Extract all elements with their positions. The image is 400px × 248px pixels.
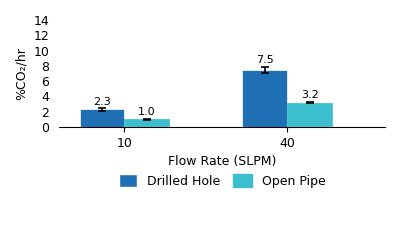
Text: 3.2: 3.2 xyxy=(301,90,318,100)
Y-axis label: %CO₂/hr: %CO₂/hr xyxy=(15,47,28,100)
X-axis label: Flow Rate (SLPM): Flow Rate (SLPM) xyxy=(168,155,276,168)
Text: 7.5: 7.5 xyxy=(256,55,274,65)
Bar xyxy=(80,109,124,127)
Text: 2.3: 2.3 xyxy=(93,97,111,107)
Bar xyxy=(287,102,332,127)
Bar xyxy=(124,119,169,127)
Text: 1.0: 1.0 xyxy=(138,107,156,117)
Legend: Drilled Hole, Open Pipe: Drilled Hole, Open Pipe xyxy=(116,172,328,190)
Bar xyxy=(242,70,287,127)
